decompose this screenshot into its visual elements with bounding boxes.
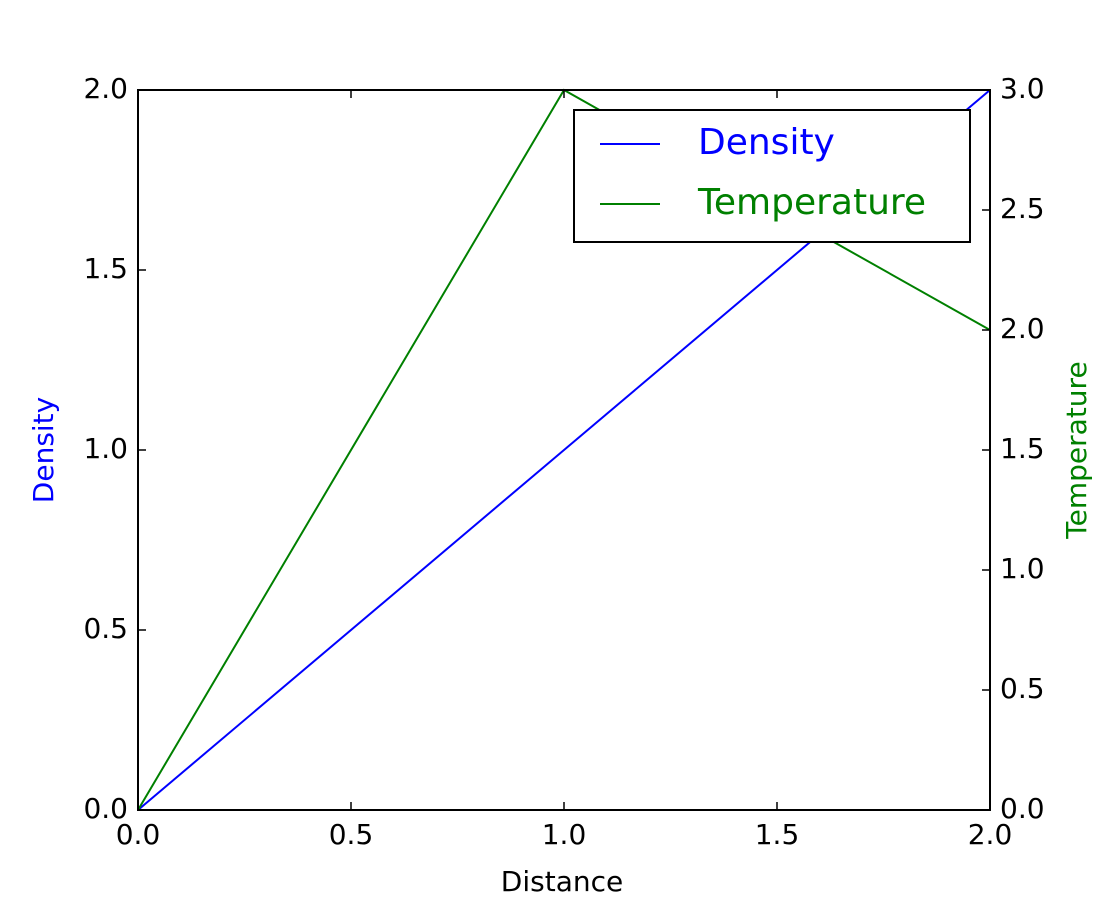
x-tick-label: 0.0 xyxy=(116,818,161,851)
y-tick-label: 1.5 xyxy=(83,252,128,285)
y-tick-label: 2.0 xyxy=(83,72,128,105)
y-tick-label: 1.0 xyxy=(83,432,128,465)
y2-tick-label: 0.0 xyxy=(1000,792,1045,825)
x-tick-label: 2.0 xyxy=(968,818,1013,851)
y-tick-label: 0.5 xyxy=(83,612,128,645)
y-tick-label: 0.0 xyxy=(83,792,128,825)
y2-tick-label: 2.5 xyxy=(1000,192,1045,225)
y2-tick-label: 0.5 xyxy=(1000,672,1045,705)
y2-tick-label: 1.5 xyxy=(1000,432,1045,465)
x-tick-label: 0.5 xyxy=(329,818,374,851)
x-tick-label: 1.5 xyxy=(755,818,800,851)
x-tick-label: 1.0 xyxy=(542,818,587,851)
legend-label: Temperature xyxy=(697,182,926,223)
x-axis-label: Distance xyxy=(501,865,623,898)
legend-label: Density xyxy=(698,122,835,163)
legend-box xyxy=(573,109,971,243)
y2-tick-label: 1.0 xyxy=(1000,552,1045,585)
y2-axis-label: Temperature xyxy=(1060,361,1093,539)
y2-tick-label: 2.0 xyxy=(1000,312,1045,345)
y-axis-label: Density xyxy=(27,397,60,503)
y2-tick-label: 3.0 xyxy=(1000,72,1045,105)
